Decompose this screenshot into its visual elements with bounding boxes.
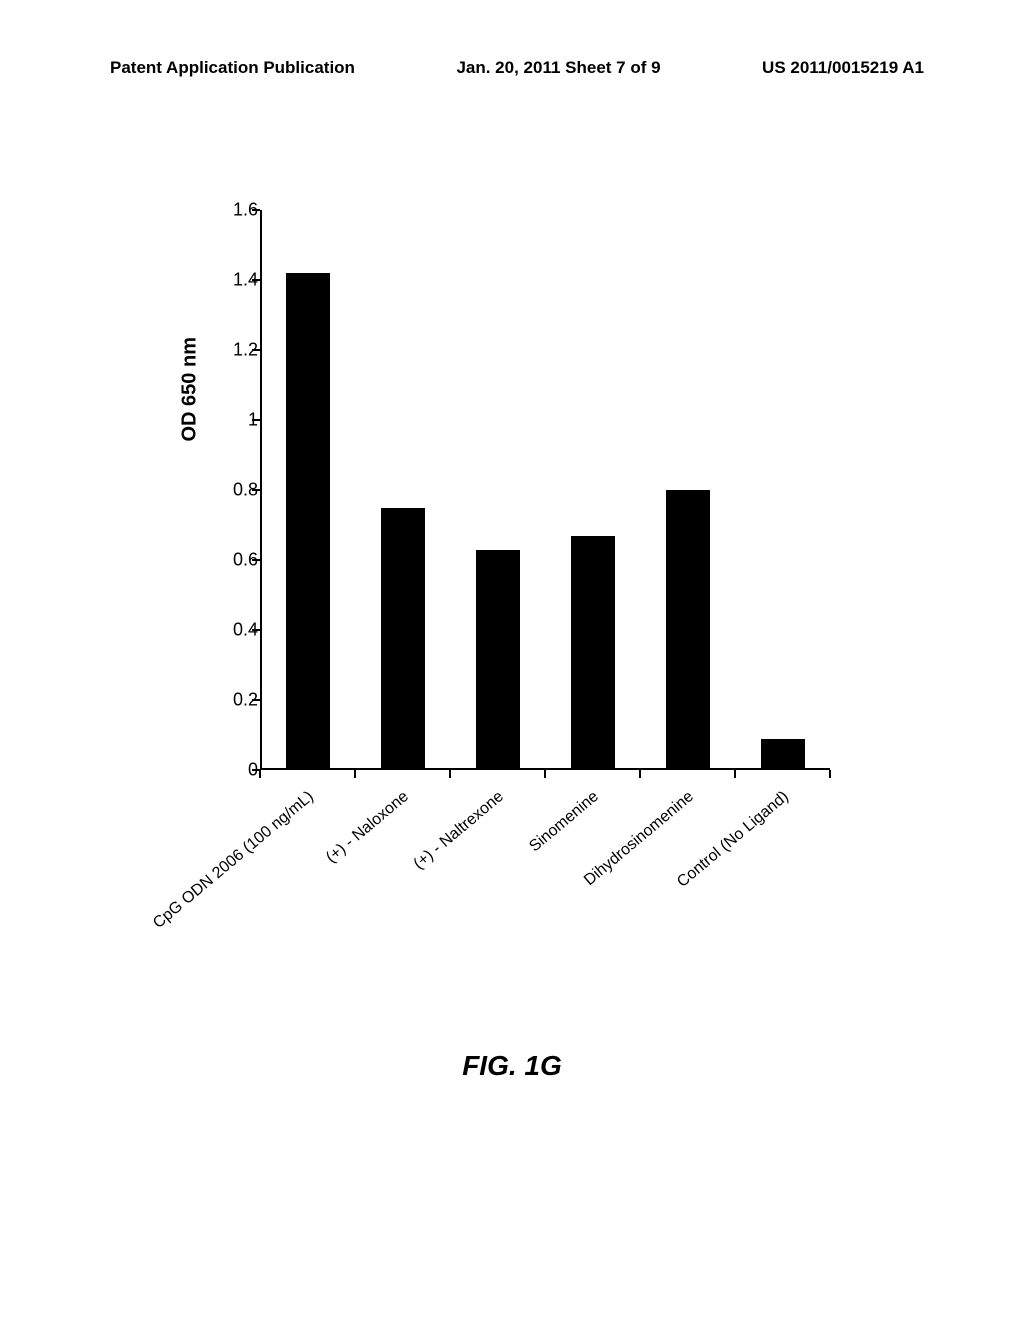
header-publication: Patent Application Publication bbox=[110, 58, 355, 78]
y-tick-label: 1.6 bbox=[233, 200, 258, 221]
x-axis-label: (+) - Naltrexone bbox=[410, 788, 507, 874]
bar bbox=[381, 508, 425, 771]
x-axis-label: (+) - Naloxone bbox=[322, 788, 412, 867]
bar bbox=[761, 739, 805, 771]
bar bbox=[476, 550, 520, 771]
y-axis-title: OD 650 nm bbox=[179, 337, 202, 441]
x-axis-labels: CpG ODN 2006 (100 ng/mL)(+) - Naloxone(+… bbox=[260, 780, 830, 980]
bar bbox=[286, 273, 330, 770]
x-axis-label: Sinomenine bbox=[526, 788, 602, 856]
header-patent-number: US 2011/0015219 A1 bbox=[762, 58, 924, 78]
plot-area bbox=[260, 210, 830, 770]
x-tick bbox=[734, 770, 736, 778]
y-tick-label: 0.2 bbox=[233, 690, 258, 711]
figure-caption: FIG. 1G bbox=[0, 1050, 1024, 1082]
bar bbox=[666, 490, 710, 770]
y-tick-label: 0 bbox=[248, 760, 258, 781]
header-date-sheet: Jan. 20, 2011 Sheet 7 of 9 bbox=[456, 58, 660, 78]
x-tick bbox=[449, 770, 451, 778]
x-tick bbox=[639, 770, 641, 778]
x-axis-label: CpG ODN 2006 (100 ng/mL) bbox=[149, 788, 317, 933]
y-tick-label: 1.2 bbox=[233, 340, 258, 361]
bar bbox=[571, 536, 615, 771]
y-tick-label: 0.8 bbox=[233, 480, 258, 501]
x-tick bbox=[354, 770, 356, 778]
y-tick-label: 0.6 bbox=[233, 550, 258, 571]
y-tick-label: 1.4 bbox=[233, 270, 258, 291]
bar-chart: OD 650 nm CpG ODN 2006 (100 ng/mL)(+) - … bbox=[160, 210, 840, 850]
y-tick-label: 0.4 bbox=[233, 620, 258, 641]
x-tick bbox=[259, 770, 261, 778]
y-tick-label: 1 bbox=[248, 410, 258, 431]
y-axis-line bbox=[260, 210, 262, 770]
x-tick bbox=[544, 770, 546, 778]
x-tick bbox=[829, 770, 831, 778]
